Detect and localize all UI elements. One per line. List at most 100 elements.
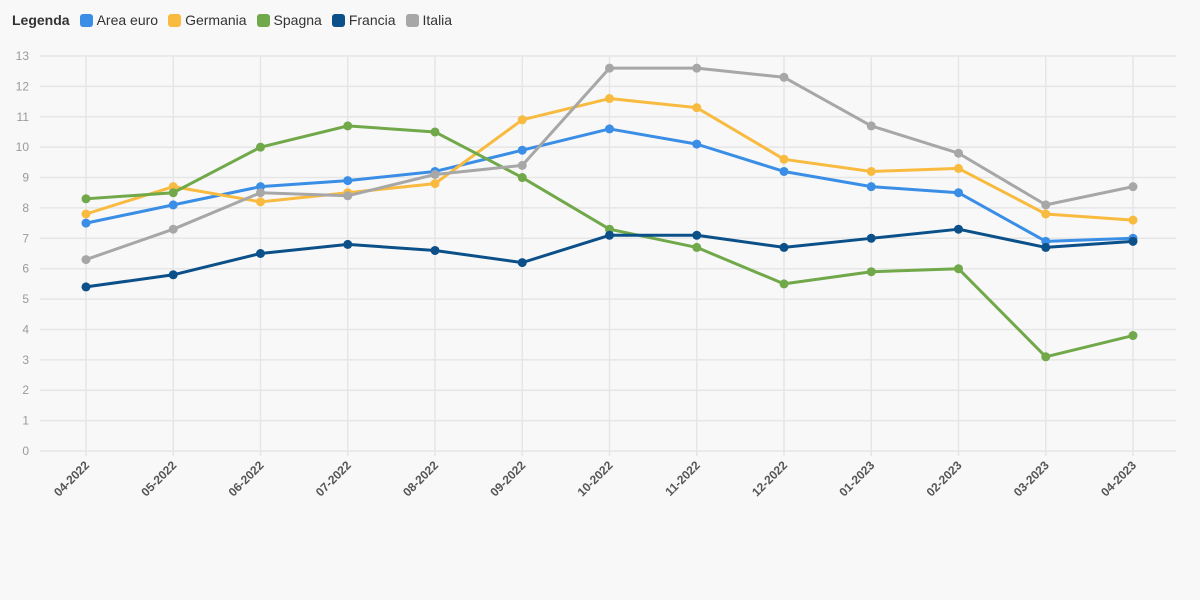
data-point-francia-02-2023 [954,224,963,234]
x-tick-label-04-2023: 04-2023 [1098,458,1139,499]
x-tick-label-12-2022: 12-2022 [749,458,790,499]
data-point-spagna-04-2023 [1128,331,1138,341]
data-point-francia-04-2023 [1128,236,1138,246]
x-tick-label-11-2022: 11-2022 [662,458,703,499]
data-point-francia-03-2023 [1041,242,1051,252]
data-point-area-euro-12-2022 [779,166,789,176]
data-point-germania-02-2023 [954,163,963,173]
data-point-italia-12-2022 [779,72,789,82]
x-tick-label-06-2022: 06-2022 [226,458,267,499]
legend-title: Legenda [12,12,70,28]
x-tick-label-05-2022: 05-2022 [138,458,179,499]
y-tick-label-8: 8 [22,201,29,215]
data-point-spagna-11-2022 [692,242,702,252]
data-point-italia-04-2023 [1128,182,1138,192]
data-point-germania-12-2022 [779,154,789,164]
legend-label-francia: Francia [348,12,396,28]
data-point-francia-09-2022 [517,258,527,268]
data-point-germania-11-2022 [692,103,702,113]
series-francia [81,224,1138,292]
x-tick-label-02-2023: 02-2023 [924,458,965,499]
data-point-germania-04-2023 [1128,215,1138,225]
data-point-italia-07-2022 [343,191,353,201]
y-tick-label-13: 13 [16,49,30,63]
data-point-spagna-05-2022 [168,188,178,198]
legend-item-spagna[interactable]: Spagna [256,12,322,28]
y-tick-label-3: 3 [22,353,29,367]
x-tick-label-07-2022: 07-2022 [313,458,354,499]
data-point-francia-06-2022 [256,249,265,258]
data-point-italia-05-2022 [168,224,178,234]
legend-item-area-euro[interactable]: Area euro [79,12,159,28]
y-tick-label-6: 6 [22,262,29,276]
data-point-germania-04-2022 [81,209,91,219]
data-point-italia-11-2022 [692,63,702,73]
data-point-italia-08-2022 [430,170,440,179]
data-point-italia-09-2022 [517,160,527,170]
data-point-italia-01-2023 [866,121,876,131]
series-italia [81,63,1138,265]
data-point-area-euro-04-2022 [81,218,91,228]
x-tick-label-09-2022: 09-2022 [487,458,528,499]
x-tick-label-03-2023: 03-2023 [1011,458,1052,499]
y-tick-label-1: 1 [22,414,29,428]
x-axis: 04-2022 05-2022 06-2022 07-2022 08-2022 09-20… [51,458,1139,499]
data-point-germania-10-2022 [605,94,614,104]
y-tick-label-7: 7 [22,231,29,245]
data-point-francia-04-2022 [81,282,91,292]
data-point-francia-12-2022 [779,242,789,252]
data-point-spagna-06-2022 [256,142,265,152]
data-point-italia-02-2023 [954,148,963,158]
data-point-francia-01-2023 [866,233,876,243]
legend-label-italia: Italia [422,12,453,28]
legend-swatch-area-euro [79,13,93,27]
data-point-area-euro-10-2022 [605,124,614,134]
y-tick-label-9: 9 [22,171,29,185]
y-tick-label-11: 11 [17,110,30,124]
data-point-germania-09-2022 [517,115,527,125]
data-point-italia-10-2022 [605,63,614,73]
legend-item-germania[interactable]: Germania [168,12,247,28]
legend-item-francia[interactable]: Francia [331,12,396,28]
chart-legend: Legenda Area euro Germania Spagna Franci… [12,12,452,28]
x-tick-label-08-2022: 08-2022 [400,458,441,499]
data-point-francia-10-2022 [605,230,614,240]
series-area-euro [81,124,1138,246]
legend-label-germania: Germania [185,12,247,28]
legend-swatch-spagna [256,13,270,27]
data-point-area-euro-07-2022 [343,176,353,186]
x-tick-label-10-2022: 10-2022 [575,458,616,499]
grid [40,55,1176,456]
legend-label-spagna: Spagna [273,12,322,28]
data-point-germania-03-2023 [1041,209,1051,219]
data-point-germania-06-2022 [256,197,265,207]
data-point-francia-05-2022 [168,270,178,280]
data-point-area-euro-05-2022 [168,200,178,210]
x-tick-label-01-2023: 01-2023 [836,458,877,499]
legend-label-area-euro: Area euro [96,12,159,28]
data-point-area-euro-02-2023 [954,188,963,198]
data-point-italia-04-2022 [81,255,91,265]
data-point-area-euro-11-2022 [692,139,702,149]
data-point-spagna-02-2023 [954,264,963,274]
data-point-germania-01-2023 [866,166,876,176]
data-point-spagna-04-2022 [81,194,91,204]
data-point-spagna-03-2023 [1041,352,1051,362]
series-layer [81,63,1138,362]
y-tick-label-0: 0 [22,444,29,458]
legend-swatch-germania [168,13,182,27]
data-point-spagna-01-2023 [866,267,876,277]
data-point-italia-06-2022 [256,188,265,198]
legend-item-italia[interactable]: Italia [405,12,453,28]
data-point-italia-03-2023 [1041,200,1051,210]
legend-swatch-francia [331,13,345,27]
y-tick-label-10: 10 [16,140,30,154]
y-tick-label-5: 5 [22,292,29,306]
series-germania [81,94,1138,225]
x-tick-label-04-2022: 04-2022 [51,458,92,499]
y-tick-label-4: 4 [22,322,29,336]
y-tick-label-2: 2 [22,383,29,397]
data-point-spagna-07-2022 [343,121,353,131]
